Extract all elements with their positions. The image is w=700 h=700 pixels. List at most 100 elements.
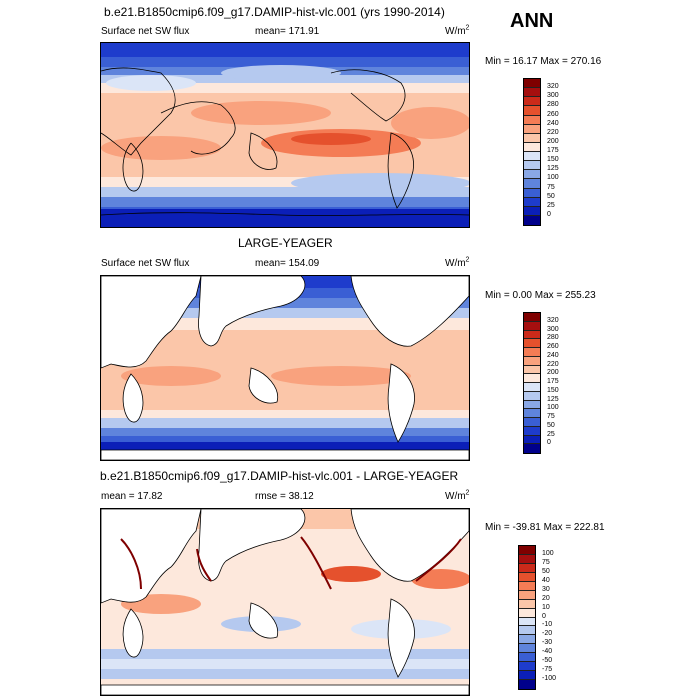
colorbar-swatch	[524, 97, 540, 107]
colorbar-swatch	[524, 383, 540, 392]
colorbar-swatch	[524, 170, 540, 180]
colorbar-swatch	[524, 152, 540, 162]
colorbar-swatch	[524, 339, 540, 348]
page-title: b.e21.B1850cmip6.f09_g17.DAMIP-hist-vlc.…	[104, 5, 445, 19]
colorbar-swatch	[524, 79, 540, 89]
colorbar-tick-label: 75	[547, 413, 555, 420]
colorbar-tick-label: 280	[547, 334, 559, 342]
panel1-map	[100, 42, 470, 228]
panel2-map	[100, 275, 470, 461]
colorbar-tick-label: 100	[542, 549, 554, 557]
panel3-subtitle: b.e21.B1850cmip6.f09_g17.DAMIP-hist-vlc.…	[100, 469, 459, 483]
panel3-colorbar	[518, 545, 536, 690]
colorbar-swatch	[519, 608, 535, 618]
colorbar-swatch	[519, 671, 535, 681]
colorbar-swatch	[519, 653, 535, 663]
panel1-colorbar	[523, 78, 541, 226]
colorbar-tick-label: 125	[547, 395, 559, 403]
colorbar-swatch	[519, 635, 535, 645]
colorbar-swatch	[524, 409, 540, 418]
colorbar-tick-label: -40	[542, 648, 553, 656]
colorbar-tick-label: -50	[542, 657, 553, 665]
panel2-minmax: Min = 0.00 Max = 255.23	[485, 290, 596, 301]
panel3-mean: mean = 17.82	[101, 491, 163, 502]
panel1-minmax: Min = 16.17 Max = 270.16	[485, 56, 602, 67]
colorbar-swatch	[524, 115, 540, 125]
colorbar-swatch	[524, 206, 540, 216]
colorbar-tick-label: -30	[542, 639, 553, 647]
colorbar-tick-label: 0	[547, 210, 551, 218]
colorbar-tick-label: 200	[547, 369, 559, 377]
colorbar-swatch	[524, 215, 540, 225]
colorbar-swatch	[524, 400, 540, 410]
colorbar-tick-label: 0	[547, 439, 551, 447]
colorbar-swatch	[524, 330, 540, 340]
colorbar-tick-label: 25	[547, 430, 555, 438]
colorbar-tick-label: 40	[542, 576, 550, 584]
panel3-units: W/m2	[445, 489, 470, 502]
colorbar-swatch	[519, 546, 535, 555]
colorbar-swatch	[524, 374, 540, 383]
colorbar-tick-label: 220	[547, 360, 559, 368]
colorbar-tick-label: 260	[547, 110, 559, 118]
colorbar-tick-label: 260	[547, 343, 559, 350]
colorbar-tick-label: 20	[542, 594, 550, 602]
colorbar-tick-label: 175	[547, 378, 559, 385]
panel3-map	[100, 508, 470, 696]
panel2-colorbar-labels: 320 300 280 260 240 220 200 175 150 125 100 75 50 25 0	[547, 312, 587, 454]
colorbar-swatch	[519, 662, 535, 672]
colorbar-swatch	[519, 590, 535, 600]
colorbar-swatch	[524, 365, 540, 375]
panel1-variable: Surface net SW flux	[101, 26, 190, 37]
colorbar-tick-label: -75	[542, 666, 553, 674]
season-label: ANN	[510, 10, 554, 32]
panel3-colorbar-labels: 100 75 50 40 30 20 10 0 -10 -20 -30 -40 -50 -75 -100	[542, 545, 582, 690]
colorbar-swatch	[524, 426, 540, 436]
colorbar-swatch	[519, 572, 535, 582]
colorbar-swatch	[524, 444, 540, 453]
panel2-subtitle: LARGE-YEAGER	[238, 236, 333, 250]
colorbar-swatch	[519, 563, 535, 573]
colorbar-tick-label: 125	[547, 165, 559, 173]
colorbar-swatch	[524, 124, 540, 134]
colorbar-swatch	[524, 197, 540, 207]
colorbar-swatch	[519, 626, 535, 636]
colorbar-swatch	[524, 142, 540, 152]
colorbar-tick-label: 0	[542, 612, 546, 620]
colorbar-tick-label: -20	[542, 630, 553, 638]
colorbar-swatch	[519, 680, 535, 689]
colorbar-swatch	[519, 581, 535, 591]
colorbar-swatch	[524, 188, 540, 198]
colorbar-tick-label: -100	[542, 675, 557, 683]
colorbar-swatch	[519, 554, 535, 564]
panel3-rmse: rmse = 38.12	[255, 491, 314, 502]
colorbar-swatch	[524, 418, 540, 427]
colorbar-tick-label: 25	[547, 201, 555, 209]
colorbar-swatch	[524, 106, 540, 116]
colorbar-swatch	[519, 617, 535, 627]
colorbar-tick-label: 320	[547, 83, 559, 91]
colorbar-swatch	[524, 313, 540, 322]
colorbar-tick-label: 240	[547, 351, 559, 359]
colorbar-swatch	[524, 133, 540, 143]
panel2-colorbar	[523, 312, 541, 454]
panel1-units: W/m2	[445, 24, 470, 37]
colorbar-tick-label: 30	[542, 585, 550, 593]
colorbar-tick-label: 150	[547, 386, 559, 394]
colorbar-tick-label: 320	[547, 316, 559, 324]
colorbar-swatch	[524, 321, 540, 331]
colorbar-swatch	[524, 161, 540, 171]
colorbar-tick-label: 240	[547, 119, 559, 127]
colorbar-tick-label: 200	[547, 137, 559, 145]
colorbar-tick-label: 75	[547, 183, 555, 191]
panel3-minmax: Min = -39.81 Max = 222.81	[485, 522, 605, 533]
panel1-colorbar-labels: 320 300 280 260 240 220 200 175 150 125 100 75 50 25 0	[547, 78, 587, 226]
colorbar-tick-label: 150	[547, 156, 559, 164]
colorbar-tick-label: 50	[542, 567, 550, 575]
colorbar-swatch	[524, 356, 540, 366]
colorbar-tick-label: 175	[547, 147, 559, 154]
colorbar-tick-label: 100	[547, 404, 559, 412]
colorbar-tick-label: 50	[547, 421, 555, 429]
colorbar-swatch	[524, 88, 540, 98]
